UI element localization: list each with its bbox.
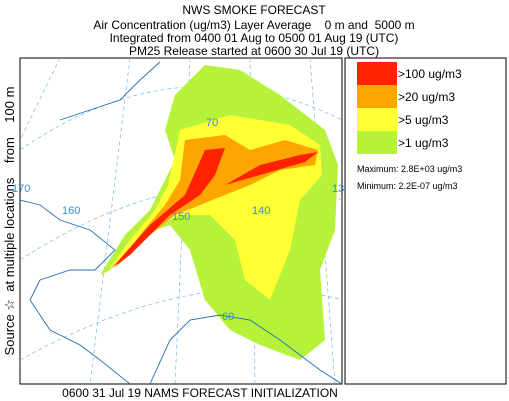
graticule-label: 160 (62, 205, 80, 217)
footer: 0600 31 Jul 19 NAMS FORECAST INITIALIZAT… (62, 386, 338, 400)
legend: >100 ug/m3 >20 ug/m3 >5 ug/m3 >1 ug/m3 M… (344, 57, 507, 385)
legend-label: >20 ug/m3 (398, 90, 455, 104)
map: 170 160 150 140 130 60 70 (12, 57, 350, 385)
subtitle: Air Concentration (ug/m3) Layer Average … (93, 18, 414, 32)
maximum: Maximum: 2.8E+03 ug/m3 (357, 164, 462, 174)
graticule-label: 140 (252, 205, 270, 217)
minimum: Minimum: 2.2E-07 ug/m3 (357, 181, 458, 191)
legend-label: >1 ug/m3 (398, 136, 449, 150)
legend-label: >5 ug/m3 (398, 113, 449, 127)
graticule-label: 170 (12, 183, 30, 195)
graticule-label: 60 (222, 311, 234, 323)
source-label: Source ☆ at multiple locations from 100 … (2, 87, 17, 356)
title: NWS SMOKE FORECAST (182, 3, 326, 17)
legend-label: >100 ug/m3 (398, 67, 462, 81)
graticule-label: 70 (206, 117, 218, 129)
graticule-label: 150 (172, 211, 190, 223)
subtitle: PM25 Release started at 0600 30 Jul 19 (… (129, 44, 379, 58)
subtitle: Integrated from 0400 01 Aug to 0500 01 A… (110, 31, 399, 45)
